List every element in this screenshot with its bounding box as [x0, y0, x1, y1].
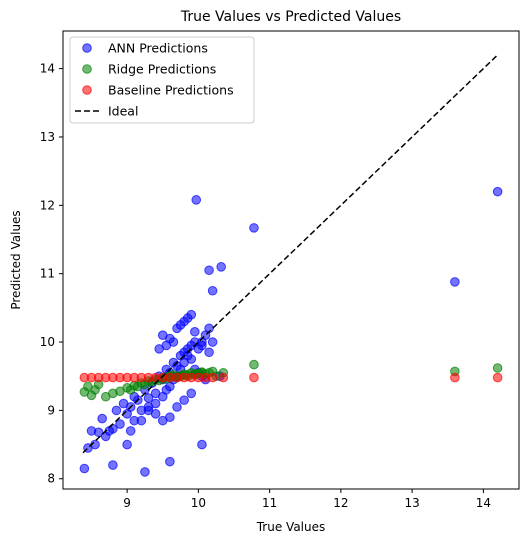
data-point [186, 354, 197, 364]
data-point [143, 402, 154, 412]
chart-title: True Values vs Predicted Values [180, 9, 401, 25]
legend-marker [82, 43, 92, 53]
data-point [140, 467, 150, 477]
data-point [249, 372, 259, 383]
data-point [492, 372, 503, 383]
data-point [172, 402, 182, 412]
data-point [108, 460, 118, 470]
data-point [492, 186, 503, 197]
x-tick-label: 9 [123, 496, 131, 510]
legend-label: Baseline Predictions [108, 83, 234, 98]
data-point [125, 426, 136, 436]
data-point [115, 419, 125, 429]
plot-frame [62, 30, 520, 490]
data-point [150, 409, 161, 419]
data-point [97, 413, 107, 424]
y-tick-label: 13 [40, 130, 55, 144]
data-point [136, 415, 147, 426]
data-point [165, 412, 175, 423]
series-0 [79, 186, 503, 477]
x-tick-label: 12 [333, 496, 348, 510]
data-point [168, 337, 179, 347]
data-marks [79, 54, 503, 477]
data-point [204, 347, 214, 358]
ideal-line [82, 54, 499, 454]
x-axis-label: True Values [256, 520, 326, 534]
x-tick-label: 13 [404, 496, 419, 510]
data-point [191, 195, 202, 205]
legend-marker [82, 64, 92, 74]
x-tick-label: 11 [262, 496, 277, 510]
data-point [93, 427, 104, 438]
series-2 [79, 372, 503, 383]
data-point [249, 223, 259, 233]
y-tick-label: 10 [40, 335, 55, 349]
y-tick-label: 11 [40, 267, 55, 281]
data-point [122, 439, 132, 450]
data-point [249, 359, 259, 370]
data-point [207, 337, 218, 347]
y-tick-label: 9 [47, 403, 55, 417]
x-tick-label: 14 [476, 496, 491, 510]
legend-label: ANN Predictions [108, 41, 208, 56]
legend: ANN Predictions Ridge Predictions Baseline… [69, 36, 255, 124]
data-point [182, 313, 193, 323]
data-point [218, 372, 229, 383]
legend-label: Ideal [108, 104, 138, 119]
data-point [492, 363, 503, 373]
data-point [175, 320, 186, 330]
y-tick-label: 14 [40, 62, 55, 76]
data-point [190, 326, 200, 337]
data-point [450, 277, 460, 287]
data-point [111, 405, 122, 416]
data-point [207, 285, 218, 296]
data-point [165, 456, 175, 467]
axis-ticks: 9 10 11 12 13 14 8 9 10 11 12 13 14 [40, 62, 491, 510]
x-tick-label: 10 [191, 496, 206, 510]
legend-box [69, 36, 255, 124]
data-point [204, 265, 214, 276]
legend-label: Ridge Predictions [108, 62, 216, 77]
data-point [79, 463, 90, 474]
legend-marker [82, 85, 92, 95]
data-point [207, 372, 218, 383]
data-point [179, 395, 189, 405]
data-point [197, 439, 207, 450]
y-tick-label: 12 [40, 198, 55, 212]
data-point [186, 388, 197, 399]
data-point [216, 262, 226, 272]
y-axis-label: Predicted Values [9, 210, 23, 309]
y-tick-label: 8 [47, 472, 55, 486]
data-point [450, 372, 460, 383]
